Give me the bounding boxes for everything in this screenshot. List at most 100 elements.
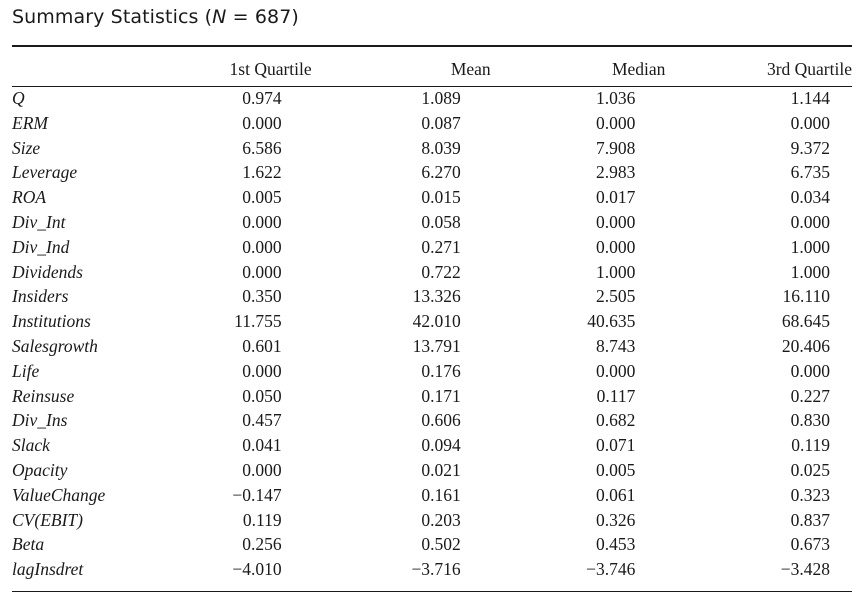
third-quartile-cell: 1.000 [790,236,830,257]
median-cell: 0.071 [596,435,636,456]
variable-cell: Size [12,137,41,158]
table-row: Size 6.586 8.039 7.908 9.372 [12,136,852,161]
caption-n-value: 687 [254,6,292,28]
first-quartile-cell: 6.586 [242,137,282,158]
first-quartile-cell: 0.457 [242,410,282,431]
variable-cell: lagInsdret [12,559,84,580]
median-cell: 2.983 [596,162,636,183]
median-cell: 0.453 [596,534,636,555]
third-quartile-cell: 68.645 [781,311,830,332]
table-row: Beta 0.256 0.502 0.453 0.673 [12,532,852,557]
first-quartile-cell: −0.147 [232,484,282,505]
table-row: ValueChange −0.147 0.161 0.061 0.323 [12,483,852,508]
median-cell: 0.000 [596,211,636,232]
table-row: Div_Ind 0.000 0.271 0.000 1.000 [12,235,852,260]
mean-cell: 0.271 [421,236,461,257]
first-quartile-cell: −4.010 [232,559,282,580]
third-quartile-cell: 0.000 [790,112,830,133]
caption-n-symbol: N [212,6,227,28]
mean-cell: 6.270 [421,162,461,183]
median-cell: 8.743 [596,335,636,356]
mean-cell: 1.089 [421,88,461,108]
variable-cell: Div_Ins [12,410,68,431]
first-quartile-cell: 0.000 [242,112,282,133]
table-row: Leverage 1.622 6.270 2.983 6.735 [12,160,852,185]
third-quartile-cell: −3.428 [780,559,830,580]
variable-cell: Q [12,88,25,108]
first-quartile-cell: 0.119 [242,509,282,530]
first-quartile-cell: 0.050 [242,385,282,406]
variable-cell: Dividends [12,261,83,282]
first-quartile-cell: 0.000 [242,261,282,282]
table-row: Slack 0.041 0.094 0.071 0.119 [12,433,852,458]
median-cell: 2.505 [596,286,636,307]
third-quartile-cell: 0.323 [790,484,830,505]
first-quartile-cell: 0.000 [242,459,282,480]
median-cell: 0.326 [596,509,636,530]
median-cell: 0.682 [596,410,636,431]
summary-statistics-table: 1st Quartile Mean Median 3rd Quartile Q 0… [12,52,852,582]
median-cell: −3.746 [586,559,636,580]
median-cell: 1.036 [596,88,636,108]
third-quartile-cell: 0.119 [791,435,830,456]
table-row: Div_Ins 0.457 0.606 0.682 0.830 [12,408,852,433]
third-quartile-cell: 0.034 [790,187,830,208]
mean-cell: 0.176 [421,360,461,381]
median-cell: 1.000 [596,261,636,282]
first-quartile-cell: 0.974 [242,88,282,108]
mean-cell: 13.791 [412,335,461,356]
variable-cell: Div_Int [12,211,66,232]
third-quartile-cell: 1.000 [790,261,830,282]
mean-cell: −3.716 [411,559,461,580]
table-header-rule [12,86,852,87]
third-quartile-cell: 0.000 [790,360,830,381]
mean-cell: 0.015 [421,187,461,208]
variable-cell: ValueChange [12,484,106,505]
table-row: CV(EBIT) 0.119 0.203 0.326 0.837 [12,508,852,533]
mean-cell: 0.171 [421,385,461,406]
variable-cell: Opacity [12,459,68,480]
caption-suffix: ) [291,6,299,28]
variable-cell: Insiders [12,286,69,307]
median-cell: 0.061 [596,484,636,505]
median-cell: 0.017 [596,187,636,208]
table-row: ROA 0.005 0.015 0.017 0.034 [12,185,852,210]
first-quartile-cell: 11.755 [234,311,282,332]
table-row: Opacity 0.000 0.021 0.005 0.025 [12,458,852,483]
third-quartile-cell: 0.000 [790,211,830,232]
mean-cell: 0.722 [421,261,461,282]
mean-cell: 13.326 [412,286,461,307]
mean-cell: 0.502 [421,534,461,555]
third-quartile-cell: 9.372 [790,137,830,158]
third-quartile-cell: 0.227 [790,385,830,406]
mean-cell: 0.161 [421,484,461,505]
table-row: Salesgrowth 0.601 13.791 8.743 20.406 [12,334,852,359]
first-quartile-cell: 1.622 [242,162,282,183]
median-cell: 0.005 [596,459,636,480]
first-quartile-cell: 0.005 [242,187,282,208]
first-quartile-cell: 0.000 [242,211,282,232]
third-quartile-cell: 0.673 [790,534,830,555]
header-1st-quartile: 1st Quartile [229,58,312,79]
header-median: Median [611,58,666,79]
mean-cell: 0.606 [421,410,461,431]
mean-cell: 0.087 [421,112,461,133]
mean-cell: 0.203 [421,509,461,530]
variable-cell: Div_Ind [12,236,70,257]
mean-cell: 0.058 [421,211,461,232]
header-mean: Mean [450,58,491,79]
mean-cell: 0.021 [421,459,461,480]
table-row: Life 0.000 0.176 0.000 0.000 [12,359,852,384]
median-cell: 0.000 [596,236,636,257]
caption-equals: = [226,6,255,28]
median-cell: 0.000 [596,112,636,133]
table-row: Insiders 0.350 13.326 2.505 16.110 [12,284,852,309]
third-quartile-cell: 1.144 [790,88,830,108]
first-quartile-cell: 0.000 [242,360,282,381]
first-quartile-cell: 0.000 [242,236,282,257]
third-quartile-cell: 16.110 [782,286,830,307]
table-bottom-rule [12,591,852,592]
variable-cell: Beta [12,534,45,555]
third-quartile-cell: 20.406 [781,335,830,356]
table-row: Q 0.974 1.089 1.036 1.144 [12,86,852,111]
